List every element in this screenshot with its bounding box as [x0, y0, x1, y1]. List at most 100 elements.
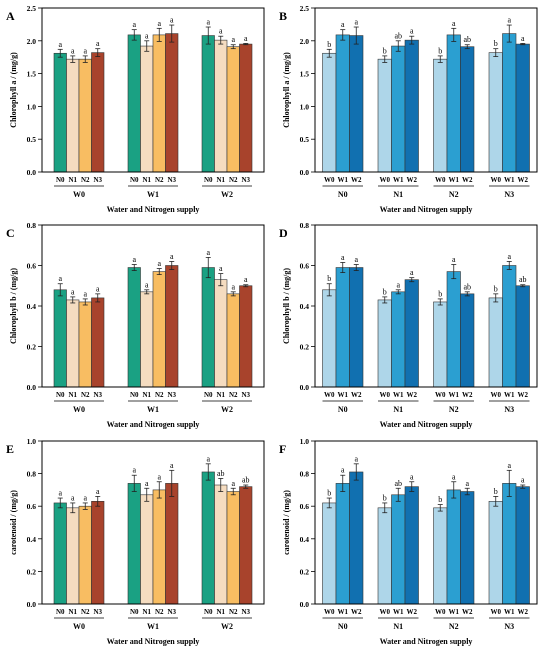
y-axis-label: carotenoid / (mg/g) — [9, 490, 18, 555]
category-label: W2 — [407, 608, 418, 616]
y-tick-label: 1.0 — [27, 102, 37, 111]
significance-label: b — [438, 46, 442, 55]
category-label: W0 — [380, 176, 391, 184]
x-axis-label: Water and Nitrogen supply — [380, 205, 473, 214]
category-label: N3 — [241, 176, 250, 184]
significance-label: a — [157, 472, 161, 481]
group-label: N0 — [338, 622, 348, 631]
bar — [214, 39, 228, 173]
bar — [91, 297, 105, 388]
significance-label: b — [438, 289, 442, 298]
bar — [404, 486, 419, 605]
significance-label: a — [132, 466, 136, 475]
bar — [433, 301, 448, 388]
y-tick-label: 1.5 — [27, 70, 37, 79]
significance-label: a — [354, 454, 358, 463]
significance-label: ab — [394, 31, 402, 40]
y-tick-label: 0.2 — [300, 567, 310, 576]
y-tick-label: 0.6 — [300, 262, 310, 271]
category-label: N2 — [155, 176, 164, 184]
significance-label: a — [396, 280, 400, 289]
x-axis-label: Water and Nitrogen supply — [380, 637, 473, 646]
group-label: W2 — [221, 622, 233, 631]
significance-label: a — [157, 19, 161, 28]
category-label: W2 — [407, 176, 418, 184]
bar — [502, 33, 517, 173]
significance-label: a — [341, 20, 345, 29]
bar — [140, 291, 154, 388]
category-label: W2 — [518, 608, 529, 616]
x-axis-label: Water and Nitrogen supply — [107, 420, 200, 429]
category-label: W0 — [491, 176, 502, 184]
significance-label: a — [170, 461, 174, 470]
significance-label: b — [438, 495, 442, 504]
group-label: N3 — [504, 190, 514, 199]
panel-letter: A — [6, 9, 15, 23]
category-label: W2 — [351, 391, 362, 399]
category-label: N3 — [167, 391, 176, 399]
y-tick-label: 0.6 — [27, 262, 37, 271]
bar — [377, 299, 392, 388]
y-tick-label: 1.0 — [27, 437, 37, 446]
panel-c: C 0.0 0.2 0.4 0.6 0.8 Chlorophyll b / (mg/g) a N… — [6, 221, 265, 429]
y-tick-label: 1.5 — [300, 70, 310, 79]
category-label: N3 — [93, 176, 102, 184]
bar — [446, 489, 461, 605]
group-label: N2 — [449, 190, 459, 199]
significance-label: b — [383, 493, 387, 502]
significance-label: a — [410, 268, 414, 277]
significance-label: a — [452, 19, 456, 28]
category-label: N0 — [130, 391, 139, 399]
significance-label: a — [58, 489, 62, 498]
category-label: N0 — [204, 608, 213, 616]
y-tick-label: 0.8 — [27, 221, 37, 230]
significance-label: a — [206, 248, 210, 257]
group-label: W0 — [73, 190, 85, 199]
significance-label: a — [132, 20, 136, 29]
y-tick-label: 2.5 — [300, 4, 310, 13]
panel-letter: C — [6, 226, 15, 240]
significance-label: a — [521, 476, 525, 485]
y-tick-label: 0.4 — [300, 535, 310, 544]
y-tick-label: 0.6 — [27, 502, 37, 511]
y-axis-label: Chlorophyll a / (mg/g) — [282, 52, 291, 128]
panel-letter: E — [6, 442, 14, 456]
bar — [53, 52, 67, 173]
bar — [404, 279, 419, 388]
significance-label: b — [383, 46, 387, 55]
significance-label: a — [157, 259, 161, 268]
bar — [226, 46, 240, 173]
significance-label: a — [71, 287, 75, 296]
y-axis-label: Chlorophyll b / (mg/g) — [282, 268, 291, 344]
y-tick-label: 0.8 — [300, 221, 310, 230]
category-label: W2 — [407, 391, 418, 399]
bar — [349, 471, 364, 605]
bar — [460, 491, 475, 605]
bar — [239, 285, 253, 388]
significance-label: a — [96, 39, 100, 48]
bar — [446, 34, 461, 173]
panel-letter: B — [279, 9, 287, 23]
bar — [349, 267, 364, 388]
bar — [53, 502, 67, 605]
y-tick-label: 0.6 — [300, 502, 310, 511]
bar — [335, 483, 350, 605]
significance-label: b — [383, 287, 387, 296]
category-label: N0 — [56, 608, 65, 616]
bar — [91, 52, 105, 173]
category-label: W1 — [449, 176, 460, 184]
y-tick-label: 0.4 — [27, 535, 37, 544]
panel-f: F 0.0 0.2 0.4 0.6 0.8 1.0 carotenoid / (mg/g) b W… — [279, 437, 538, 646]
bar — [460, 46, 475, 173]
category-label: W1 — [504, 608, 515, 616]
significance-label: a — [410, 472, 414, 481]
significance-label: a — [145, 479, 149, 488]
significance-label: b — [327, 40, 331, 49]
group-label: N1 — [393, 622, 403, 631]
x-axis-label: Water and Nitrogen supply — [107, 637, 200, 646]
category-label: W2 — [351, 608, 362, 616]
bar — [226, 293, 240, 388]
category-label: N2 — [81, 608, 90, 616]
bar — [53, 289, 67, 388]
significance-label: a — [507, 461, 511, 470]
